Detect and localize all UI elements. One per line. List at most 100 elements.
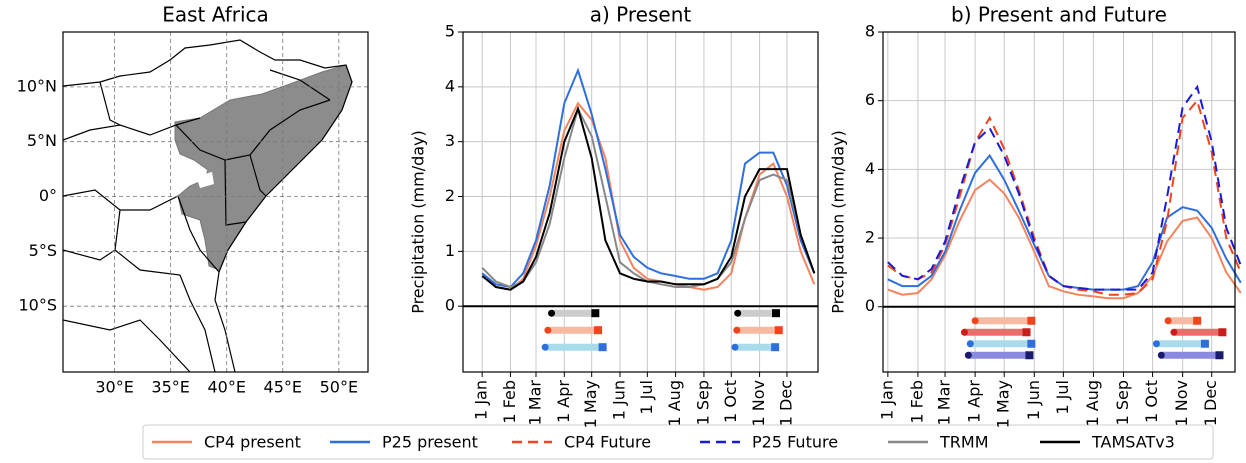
y-tick-label: 0° [39, 186, 57, 205]
onset-dot [541, 343, 549, 351]
legend-label: CP4 present [204, 433, 301, 452]
x-tick-label: 1 Jul [1053, 380, 1072, 415]
cessation-square [774, 326, 783, 335]
map-frame [62, 31, 369, 373]
onset-dot [544, 326, 552, 334]
x-tick-label: 1 Nov [1172, 380, 1191, 427]
cessation-square [1218, 328, 1227, 337]
x-tick-label: 1 Apr [554, 380, 573, 423]
cessation-square [1193, 316, 1202, 325]
x-tick-label: 1 Feb [500, 380, 519, 424]
onset-dot [1157, 351, 1165, 359]
onset-dot [731, 343, 739, 351]
y-tick-label: 4 [865, 159, 875, 178]
x-tick-label: 1 May [581, 380, 600, 428]
y-tick-label: 5°N [27, 131, 57, 150]
chart-title: b) Present and Future [951, 3, 1167, 27]
legend-label: P25 Future [752, 433, 838, 452]
legend-label: P25 present [382, 433, 478, 452]
y-tick-label: 5 [445, 22, 455, 41]
x-tick-label: 1 Apr [965, 380, 984, 423]
cessation-square [1200, 339, 1209, 348]
onset-dot [966, 340, 974, 348]
onset-dot [964, 351, 972, 359]
legend-box [142, 424, 1214, 460]
x-tick-label: 1 Sep [1113, 380, 1132, 425]
y-tick-label: 0 [445, 296, 455, 315]
y-tick-label: 2 [445, 186, 455, 205]
x-tick-label: 35°E [151, 378, 189, 397]
y-tick-label: 4 [445, 76, 455, 95]
y-tick-label: 1 [445, 241, 455, 260]
cessation-square [591, 309, 600, 318]
y-tick-label: 3 [445, 131, 455, 150]
x-tick-label: 1 Jul [637, 380, 656, 415]
x-tick-label: 1 Jan [877, 380, 896, 420]
x-tick-label: 30°E [95, 378, 133, 397]
onset-dot [548, 309, 556, 317]
cessation-square [1022, 328, 1031, 337]
y-tick-label: 6 [865, 90, 875, 109]
plot-frame [462, 31, 819, 373]
borders [63, 39, 353, 372]
legend-label: CP4 Future [564, 433, 651, 452]
legend-label: TRMM [939, 433, 989, 452]
cessation-square [1215, 351, 1224, 360]
onset-dot [960, 328, 968, 336]
series-line [481, 105, 816, 291]
x-tick-label: 1 Mar [935, 380, 954, 426]
x-tick-label: 1 Aug [665, 380, 684, 427]
y-tick-label: 5°S [29, 241, 57, 260]
y-axis-label: Precipitation (mm/day) [409, 130, 428, 314]
x-tick-label: 1 Jan [472, 380, 491, 420]
x-tick-label: 1 Feb [907, 380, 926, 424]
onset-dot [1164, 317, 1172, 325]
y-tick-label: 10°N [17, 76, 57, 95]
onset-dot [734, 309, 742, 317]
x-tick-label: 40°E [207, 378, 245, 397]
study-region [174, 64, 353, 271]
series-line [887, 153, 1242, 291]
cessation-square [1027, 339, 1036, 348]
onset-dot [733, 326, 741, 334]
y-tick-label: 10°S [18, 296, 57, 315]
chart-title: a) Present [590, 3, 692, 27]
cessation-square [771, 343, 780, 352]
onset-dot [971, 317, 979, 325]
x-tick-label: 1 Dec [776, 380, 795, 426]
x-tick-label: 1 Dec [1201, 380, 1220, 426]
y-tick-label: 2 [865, 228, 875, 247]
cessation-square [1027, 316, 1036, 325]
x-tick-label: 50°E [320, 378, 358, 397]
plot-frame [882, 31, 1236, 373]
cessation-square [772, 309, 781, 318]
x-tick-label: 45°E [264, 378, 302, 397]
y-tick-label: 8 [865, 22, 875, 41]
cessation-square [1025, 351, 1034, 360]
series-line [481, 67, 816, 289]
series-line [887, 84, 1242, 291]
series-line [887, 178, 1242, 300]
y-axis-label: Precipitation (mm/day) [829, 130, 848, 314]
chart-title: East Africa [162, 3, 269, 27]
legend-label: TAMSATv3 [1091, 433, 1175, 452]
x-tick-label: 1 Mar [526, 380, 545, 426]
y-tick-label: 0 [865, 296, 875, 315]
onset-dot [1170, 328, 1178, 336]
cessation-square [598, 343, 607, 352]
series-line [481, 106, 816, 289]
x-tick-label: 1 Jun [609, 380, 628, 420]
x-tick-label: 1 Aug [1083, 380, 1102, 427]
x-tick-label: 1 Oct [1142, 380, 1161, 423]
map-shapes [63, 39, 353, 372]
region-gap [196, 172, 214, 188]
x-tick-label: 1 Sep [693, 380, 712, 425]
onset-dot [1152, 340, 1160, 348]
series-line [887, 98, 1242, 296]
x-tick-label: 1 Oct [721, 380, 740, 423]
x-tick-label: 1 May [994, 380, 1013, 428]
series-line [481, 101, 816, 291]
cessation-square [594, 326, 603, 335]
x-tick-label: 1 Jun [1024, 380, 1043, 420]
